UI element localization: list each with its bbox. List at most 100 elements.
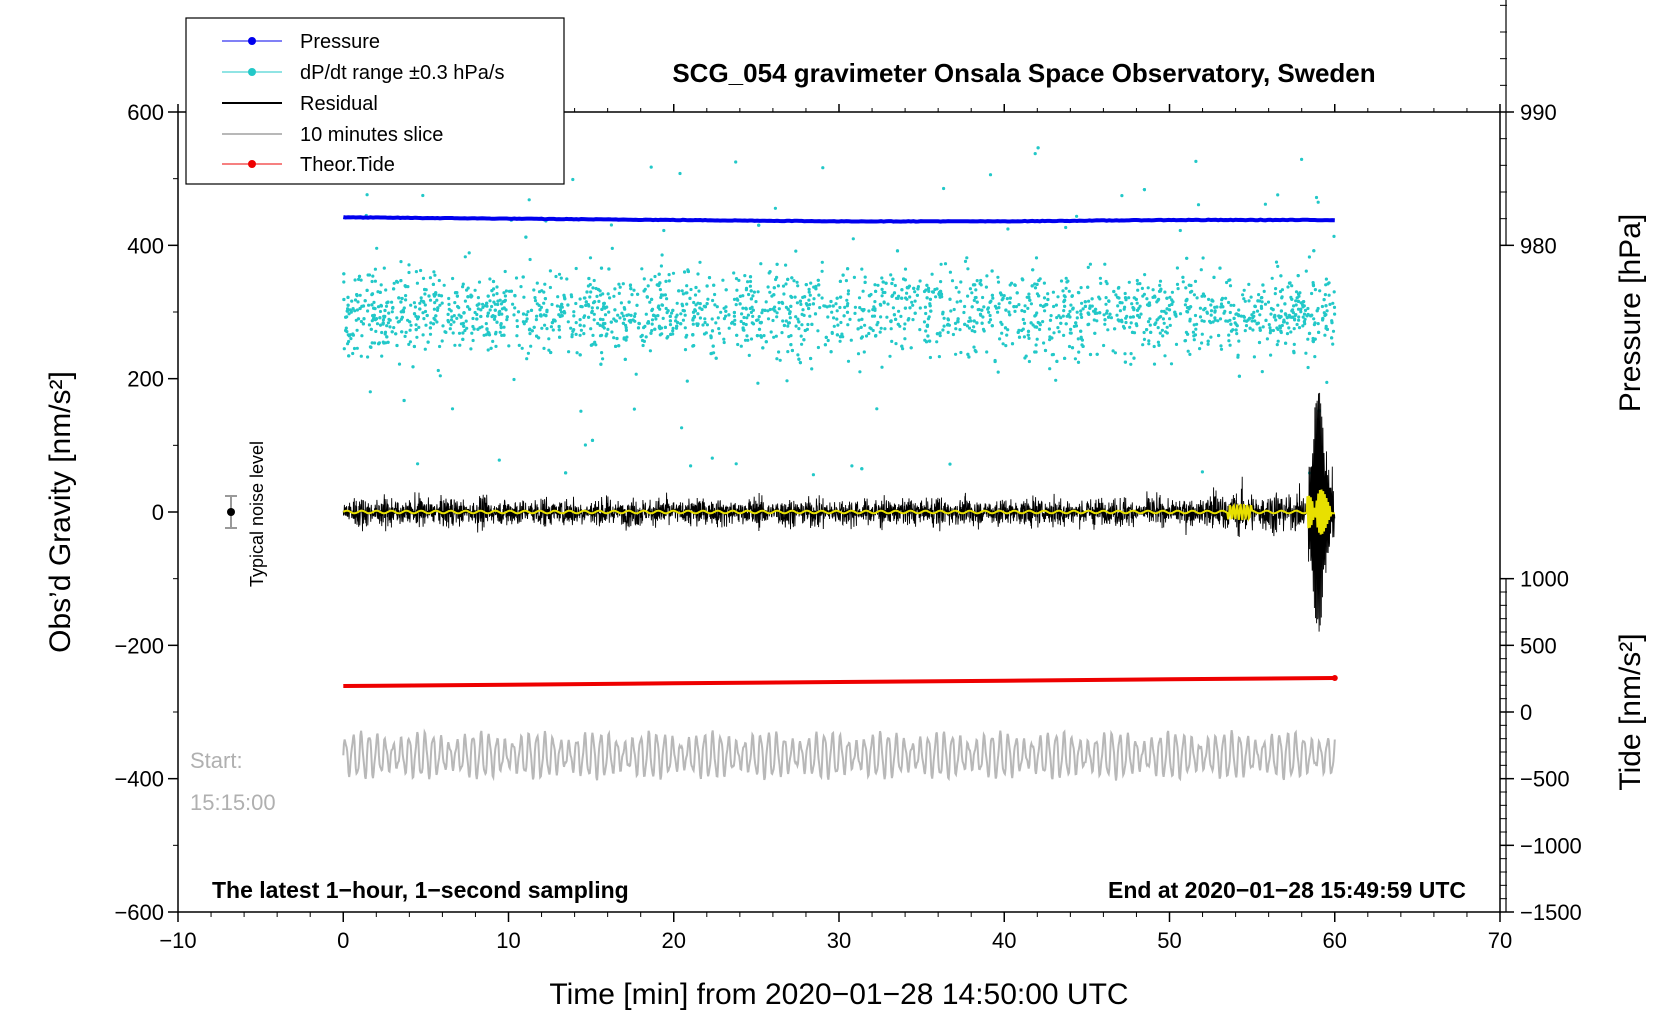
dpdt-point <box>1079 286 1083 290</box>
dpdt-point <box>1242 297 1246 301</box>
dpdt-point <box>613 308 617 312</box>
dpdt-point <box>588 295 592 299</box>
dpdt-point <box>446 312 450 316</box>
dpdt-point <box>835 317 839 321</box>
dpdt-point <box>421 193 425 198</box>
dpdt-point <box>766 309 770 313</box>
dpdt-point <box>863 323 867 327</box>
dpdt-point <box>528 257 532 262</box>
y-tick-label: −400 <box>114 767 164 792</box>
dpdt-point <box>400 296 404 301</box>
dpdt-point <box>1017 303 1021 307</box>
dpdt-point <box>1033 325 1037 329</box>
dpdt-point <box>853 311 857 315</box>
dpdt-point <box>705 323 710 327</box>
dpdt-point <box>1068 315 1072 319</box>
dpdt-point <box>1079 309 1083 313</box>
legend-entry-pressure: Pressure <box>222 31 380 53</box>
dpdt-point <box>648 300 652 304</box>
dpdt-point <box>700 307 704 311</box>
dpdt-point <box>996 275 1000 279</box>
dpdt-point <box>938 331 942 335</box>
dpdt-point <box>373 279 377 283</box>
dpdt-point <box>1142 330 1146 335</box>
dpdt-point <box>905 291 909 295</box>
dpdt-point <box>347 334 351 338</box>
dpdt-point <box>464 319 468 323</box>
dpdt-point <box>615 336 619 341</box>
dpdt-point <box>835 296 839 300</box>
dpdt-point <box>641 343 645 348</box>
dpdt-point <box>571 177 575 182</box>
dpdt-point <box>1023 304 1027 308</box>
dpdt-point <box>1113 327 1117 331</box>
dpdt-point <box>985 274 989 278</box>
dpdt-point <box>829 350 833 354</box>
dpdt-point <box>1033 152 1037 156</box>
dpdt-point <box>797 327 801 331</box>
dpdt-point <box>1063 295 1067 299</box>
dpdt-point <box>530 329 534 333</box>
dpdt-point <box>591 333 595 337</box>
dpdt-point <box>1083 300 1087 304</box>
dpdt-point <box>1206 342 1210 346</box>
dpdt-point <box>918 279 922 283</box>
dpdt-point <box>640 338 645 343</box>
dpdt-point <box>703 317 707 321</box>
dpdt-point <box>1108 312 1112 316</box>
dpdt-point <box>1075 310 1079 314</box>
dpdt-point <box>689 464 693 468</box>
dpdt-point <box>570 333 574 337</box>
dpdt-point <box>1235 332 1239 336</box>
dpdt-point <box>671 271 676 275</box>
dpdt-point <box>488 308 492 312</box>
dpdt-point <box>492 300 496 304</box>
dpdt-point <box>1297 292 1301 296</box>
dpdt-point <box>1264 318 1268 322</box>
dpdt-point <box>447 302 451 306</box>
dpdt-point <box>712 351 716 355</box>
dpdt-point <box>1325 327 1329 331</box>
dpdt-point <box>346 342 350 346</box>
dpdt-point <box>1037 294 1041 298</box>
dpdt-point <box>649 165 653 169</box>
dpdt-point <box>900 296 904 300</box>
dpdt-point <box>1266 300 1271 304</box>
dpdt-point <box>650 307 655 311</box>
dpdt-point <box>851 237 855 241</box>
dpdt-point <box>1300 157 1304 161</box>
dpdt-point <box>780 331 784 335</box>
dpdt-point <box>794 324 798 328</box>
dpdt-point <box>802 313 806 317</box>
dpdt-point <box>1192 334 1196 338</box>
dpdt-point <box>798 361 803 365</box>
dpdt-point <box>1261 283 1265 287</box>
dpdt-point <box>747 353 751 357</box>
dpdt-point <box>775 357 779 361</box>
dpdt-point <box>1098 276 1102 280</box>
dpdt-point <box>839 320 843 325</box>
dpdt-point <box>668 323 673 327</box>
dpdt-point <box>632 288 636 292</box>
dpdt-point <box>1066 279 1070 283</box>
dpdt-point <box>637 322 642 326</box>
dpdt-point <box>1276 303 1280 307</box>
dpdt-point <box>352 346 357 351</box>
dpdt-point <box>925 283 929 287</box>
dpdt-point <box>928 355 933 360</box>
dpdt-point <box>521 275 525 279</box>
dpdt-point <box>1332 234 1336 238</box>
dpdt-point <box>1330 321 1334 325</box>
dpdt-point <box>988 173 993 177</box>
dpdt-point <box>1167 308 1172 312</box>
dpdt-point <box>1262 289 1266 293</box>
dpdt-point <box>1027 292 1031 296</box>
dpdt-point <box>775 262 779 266</box>
dpdt-point <box>421 311 425 315</box>
dpdt-point <box>674 319 678 323</box>
dpdt-point <box>456 304 460 309</box>
dpdt-point <box>894 317 898 321</box>
dpdt-point <box>795 280 799 284</box>
dpdt-point <box>1234 328 1238 332</box>
dpdt-point <box>908 306 912 310</box>
